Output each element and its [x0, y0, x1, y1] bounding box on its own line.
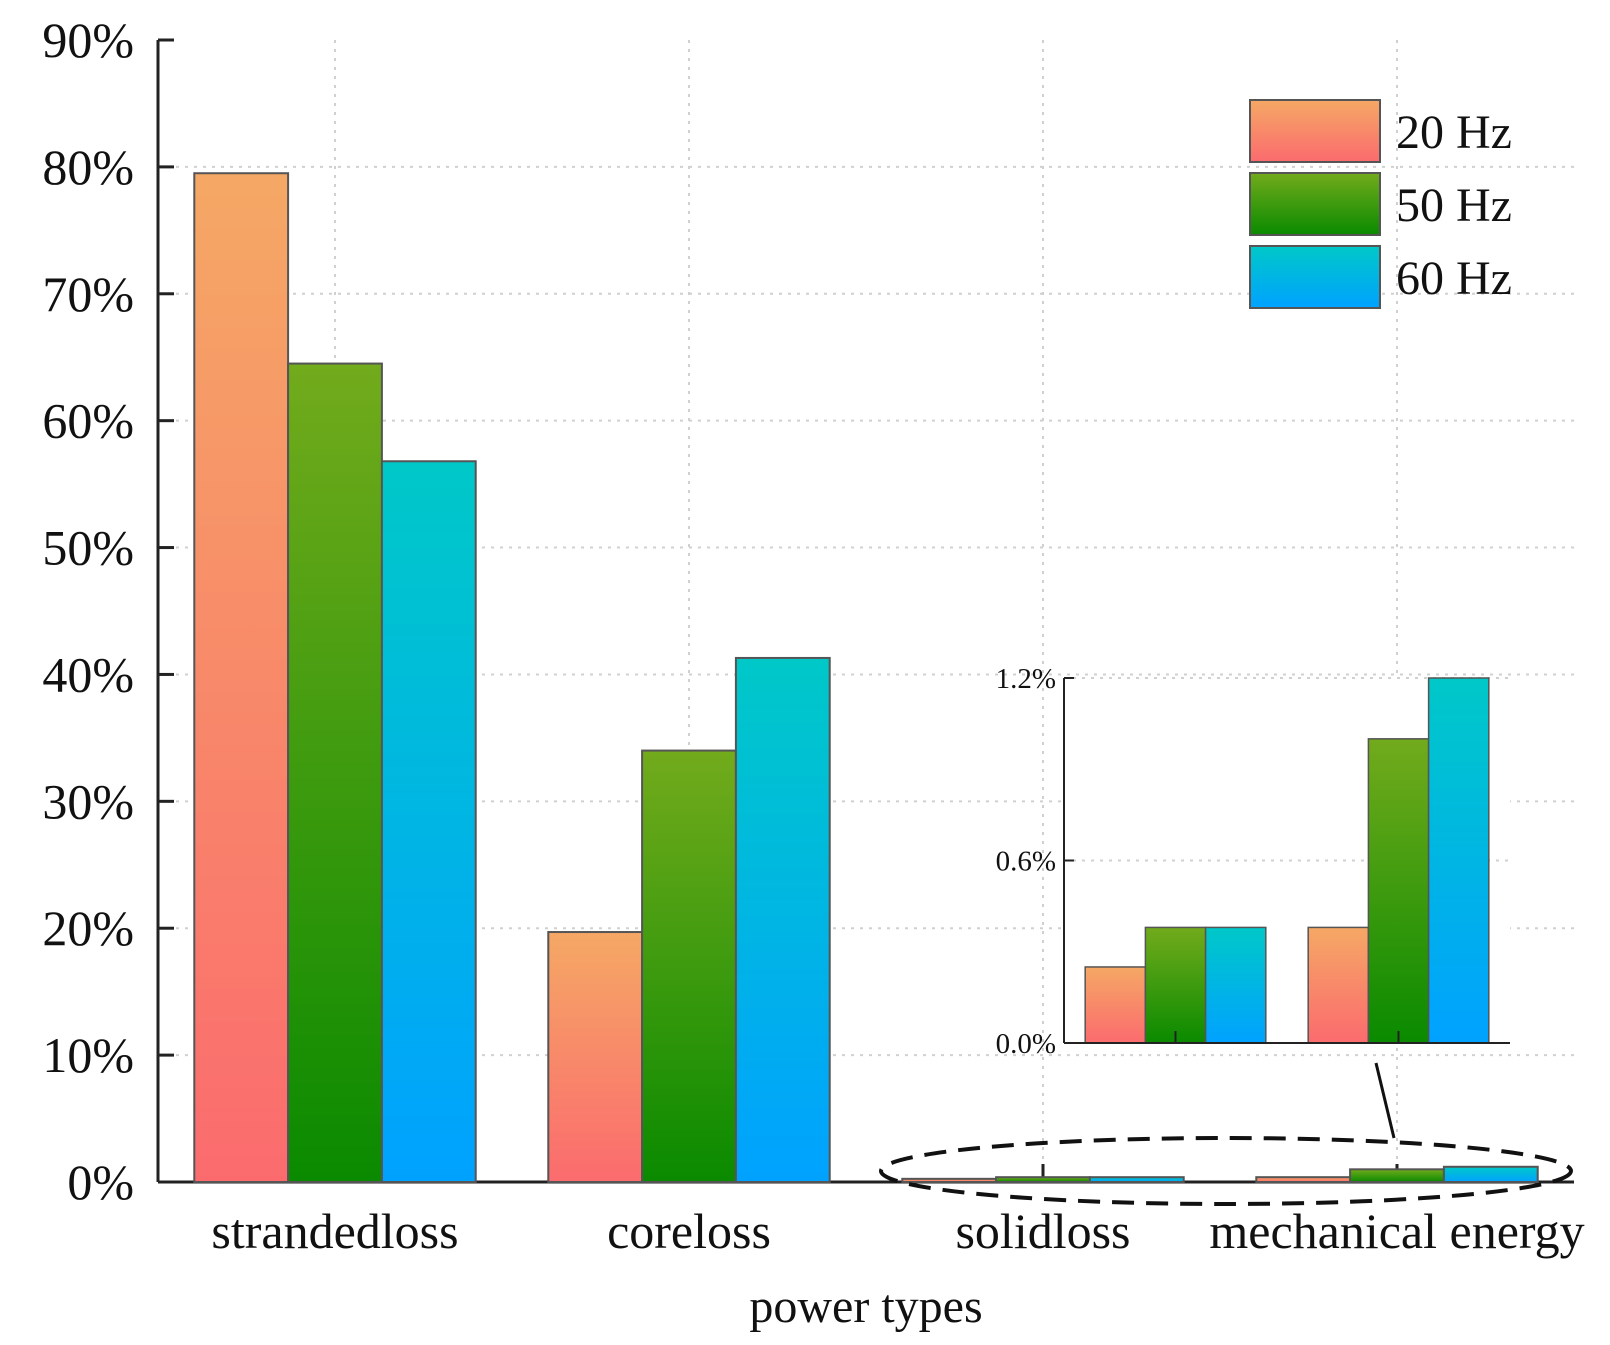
x-axis-title: power types	[749, 1280, 982, 1333]
inset-bar-solidloss-50-hz	[1144, 926, 1207, 1044]
y-tick-label: 20%	[42, 900, 134, 956]
zoom-ellipse	[879, 1136, 1573, 1206]
inset-y-tick-label: 0.6%	[996, 846, 1056, 878]
x-category-label: mechanical energy	[1209, 1203, 1584, 1259]
inset-bar-mechanical-energy-60-hz	[1427, 677, 1490, 1044]
inset-bar-solidloss-20-hz	[1084, 966, 1147, 1044]
y-tick-label: 0%	[67, 1154, 134, 1210]
bar-solidloss-50-hz	[995, 1176, 1091, 1184]
zoom-annotation	[879, 1062, 1573, 1206]
y-tick-label: 70%	[42, 266, 134, 322]
bar-coreloss-50-hz	[641, 749, 737, 1183]
y-tick-label: 60%	[42, 393, 134, 449]
inset-bar-mechanical-energy-50-hz	[1367, 738, 1430, 1044]
x-category-label: strandedloss	[211, 1203, 458, 1259]
y-tick-label: 50%	[42, 520, 134, 576]
legend-swatch-60-hz	[1249, 245, 1381, 309]
inset-chart: 0.0% 0.6% 1.2%	[996, 663, 1510, 1060]
legend: 20 Hz 50 Hz 60 Hz	[1249, 99, 1512, 309]
zoom-connector-line	[1374, 1062, 1396, 1139]
inset-y-tick-label: 1.2%	[996, 663, 1056, 695]
legend-swatch-50-hz	[1249, 172, 1381, 236]
y-tick-label: 90%	[42, 12, 134, 68]
legend-label-50-hz: 50 Hz	[1396, 179, 1512, 232]
bar-solidloss-20-hz	[901, 1177, 998, 1183]
main-labels: 0% 10% 20% 30% 40% 50% 60% 70% 80% 90% strandedlos…	[42, 12, 1584, 1333]
x-category-label: solidloss	[955, 1203, 1130, 1259]
legend-label-20-hz: 20 Hz	[1396, 106, 1512, 159]
bar-coreloss-20-hz	[547, 931, 644, 1183]
y-tick-label: 40%	[42, 646, 134, 702]
y-tick-label: 30%	[42, 773, 134, 829]
bar-mechanical-energy-60-hz	[1442, 1165, 1539, 1183]
y-tick-label: 80%	[42, 139, 134, 195]
bar-strandedloss-50-hz	[287, 362, 383, 1184]
inset-bar-mechanical-energy-20-hz	[1307, 926, 1370, 1044]
y-tick-label: 10%	[42, 1027, 134, 1083]
bar-mechanical-energy-50-hz	[1349, 1168, 1445, 1184]
main-bars	[193, 172, 1539, 1184]
bar-strandedloss-60-hz	[380, 460, 477, 1183]
bar-strandedloss-20-hz	[193, 172, 290, 1183]
bar-mechanical-energy-20-hz	[1255, 1176, 1352, 1184]
inset-y-tick-label: 0.0%	[996, 1028, 1056, 1060]
legend-label-60-hz: 60 Hz	[1396, 252, 1512, 305]
x-category-label: coreloss	[607, 1203, 771, 1259]
legend-swatch-20-hz	[1249, 99, 1381, 163]
bar-solidloss-60-hz	[1088, 1176, 1185, 1184]
inset-bar-solidloss-60-hz	[1204, 926, 1267, 1044]
bar-coreloss-60-hz	[734, 656, 831, 1183]
